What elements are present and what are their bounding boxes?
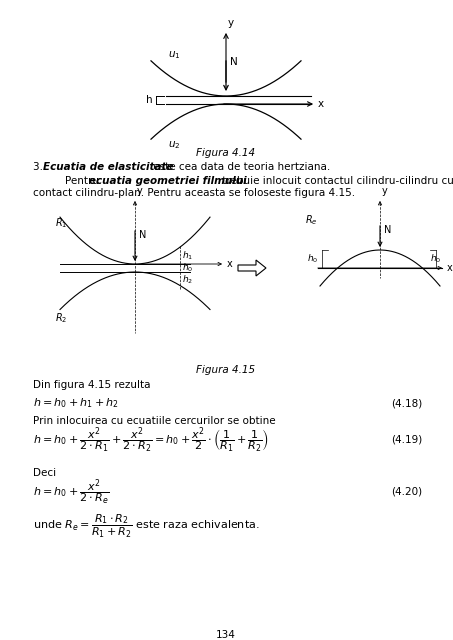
Text: $h_2$: $h_2$: [182, 274, 193, 286]
Text: $h_0$: $h_0$: [430, 253, 441, 265]
Text: ecuatia geometriei filmului: ecuatia geometriei filmului: [89, 176, 246, 186]
Text: N: N: [230, 57, 238, 67]
Text: Figura 4.15: Figura 4.15: [197, 365, 255, 375]
Text: (4.18): (4.18): [391, 398, 422, 408]
Text: N: N: [384, 225, 391, 235]
Text: este cea data de teoria hertziana.: este cea data de teoria hertziana.: [150, 162, 330, 172]
Text: Deci: Deci: [33, 468, 56, 478]
Text: Ecuatia de elasticitate: Ecuatia de elasticitate: [43, 162, 173, 172]
Text: contact cilindru-plan. Pentru aceasta se foloseste figura 4.15.: contact cilindru-plan. Pentru aceasta se…: [33, 188, 355, 198]
Text: $h_0$: $h_0$: [307, 253, 318, 265]
Text: $h_1$: $h_1$: [182, 250, 193, 262]
Text: Figura 4.14: Figura 4.14: [197, 148, 255, 158]
Text: Prin inlocuirea cu ecuatiile cercurilor se obtine: Prin inlocuirea cu ecuatiile cercurilor …: [33, 416, 275, 426]
Text: unde $R_e = \dfrac{R_1 \cdot R_2}{R_1 + R_2}$ este raza echivalenta.: unde $R_e = \dfrac{R_1 \cdot R_2}{R_1 + …: [33, 513, 260, 540]
Text: $h = h_0 + h_1 + h_2$: $h = h_0 + h_1 + h_2$: [33, 396, 119, 410]
Text: Din figura 4.15 rezulta: Din figura 4.15 rezulta: [33, 380, 150, 390]
Text: $u_1$: $u_1$: [168, 49, 181, 61]
Text: y: y: [382, 186, 388, 196]
Text: (4.19): (4.19): [391, 435, 422, 445]
Text: x: x: [447, 263, 453, 273]
Text: y: y: [228, 18, 234, 28]
Text: x: x: [318, 99, 324, 109]
Text: trebuie inlocuit contactul cilindru-cilindru cu un: trebuie inlocuit contactul cilindru-cili…: [219, 176, 453, 186]
Text: $u_2$: $u_2$: [168, 139, 180, 151]
Text: N: N: [139, 230, 146, 240]
Text: $R_2$: $R_2$: [55, 311, 67, 325]
Text: 3.: 3.: [33, 162, 46, 172]
Text: x: x: [227, 259, 233, 269]
Text: $h_0$: $h_0$: [182, 262, 193, 275]
Text: Pentru: Pentru: [65, 176, 102, 186]
Text: $R_1$: $R_1$: [55, 216, 67, 230]
Text: h: h: [146, 95, 153, 105]
Text: $h = h_0 + \dfrac{x^2}{2 \cdot R_e}$: $h = h_0 + \dfrac{x^2}{2 \cdot R_e}$: [33, 477, 110, 507]
Text: 134: 134: [216, 630, 236, 640]
Text: $R_e$: $R_e$: [305, 213, 318, 227]
Text: y: y: [137, 186, 143, 196]
Text: (4.20): (4.20): [391, 487, 422, 497]
Text: $h = h_0 + \dfrac{x^2}{2 \cdot R_1} + \dfrac{x^2}{2 \cdot R_2} = h_0 + \dfrac{x^: $h = h_0 + \dfrac{x^2}{2 \cdot R_1} + \d…: [33, 425, 269, 455]
